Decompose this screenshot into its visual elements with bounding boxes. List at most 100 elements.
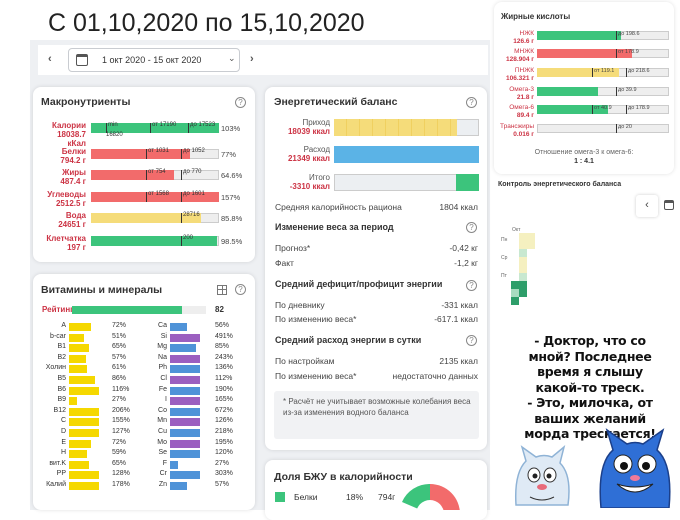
help-icon[interactable]: ? <box>466 335 477 346</box>
day-label-wed: Ср <box>501 255 508 261</box>
vitamin-name: B9 <box>57 396 66 403</box>
bju-pie-chart <box>402 484 460 510</box>
fatty-marker: от 40.9 <box>594 105 612 111</box>
vitamin-bar <box>69 323 91 331</box>
heatmap-cell <box>519 241 527 249</box>
macro-value: 794.2 г <box>60 156 86 165</box>
macro-label: Клетчатка 197 г <box>36 234 86 252</box>
fatty-name: НЖК <box>519 30 534 37</box>
vitamin-pct: 86% <box>112 375 127 382</box>
macro-marker-line <box>181 192 182 202</box>
macro-label: Калории 18038.7 кКал <box>36 121 86 148</box>
mineral-pct: 303% <box>215 470 233 477</box>
macro-name: Углеводы <box>47 190 86 199</box>
byweight2-label: По изменению веса* <box>275 371 357 381</box>
macro-label: Вода 24651 г <box>36 211 86 229</box>
next-period-button[interactable]: › <box>250 53 254 65</box>
fatty-marker: от 178.9 <box>618 49 639 55</box>
heatmap-cell <box>519 249 527 257</box>
vitamin-name: Ca <box>158 322 167 329</box>
deficit-title: Средний дефицит/профицит энергии <box>275 279 443 289</box>
mineral-name: Fe <box>158 386 167 393</box>
help-icon[interactable]: ? <box>466 280 477 291</box>
vitamin-pct: 61% <box>112 364 127 371</box>
mineral-bar <box>170 365 200 373</box>
help-icon[interactable]: ? <box>466 222 477 233</box>
fatty-bar-fill <box>537 68 619 77</box>
prev-period-button[interactable]: ‹ <box>48 53 52 65</box>
vitamin-pct: 57% <box>112 354 127 361</box>
mineral-pct: 57% <box>215 481 230 488</box>
vitamin-bar <box>69 355 86 363</box>
mineral-pct: 120% <box>215 449 233 456</box>
fatty-label: МНЖК 128.904 г <box>497 48 534 63</box>
vitamin-name: B12 <box>53 407 66 414</box>
macro-marker-line <box>150 123 151 133</box>
mineral-bar <box>170 376 200 384</box>
fatty-bar-fill <box>537 31 621 40</box>
macro-marker-line <box>106 123 107 133</box>
help-icon[interactable]: ? <box>466 97 477 108</box>
vitamin-name: Калий <box>46 481 66 488</box>
omega-ratio-label: Отношение омега-3 к омега-6: <box>534 149 634 156</box>
mineral-name: Co <box>158 407 167 414</box>
mineral-pct: 243% <box>215 354 233 361</box>
energy-value: 21349 ккал <box>287 154 330 163</box>
fatty-value: 89.4 г <box>516 111 534 119</box>
energy-title: Энергетический баланс <box>274 96 398 108</box>
fatty-name: ПНЖК <box>514 67 534 74</box>
fatty-label: Омега-3 21.8 г <box>497 86 534 101</box>
weight-change-title: Изменение веса за период <box>275 222 394 232</box>
mineral-name: Cr <box>159 470 167 477</box>
macro-value: 18038.7 <box>57 130 86 139</box>
note-box <box>274 391 479 439</box>
protein-swatch <box>275 492 285 502</box>
control-prev-button[interactable]: ‹ <box>636 195 658 217</box>
fatty-marker: до 20 <box>618 124 632 130</box>
macro-label: Белки 794.2 г <box>36 147 86 165</box>
table-icon[interactable] <box>217 285 227 295</box>
vitamin-name: B5 <box>57 375 66 382</box>
control-calendar-icon[interactable] <box>664 200 674 210</box>
macro-pct: 157% <box>221 193 241 202</box>
fatty-name: Трансжиры <box>499 123 534 130</box>
macro-marker: до 1601 <box>183 191 205 197</box>
settings-label: По настройкам <box>275 356 335 366</box>
vitamin-pct: 72% <box>112 439 127 446</box>
date-range-select[interactable]: 1 окт 2020 - 15 окт 2020 ⌄ <box>68 48 240 72</box>
energy-label: Итого -3310 ккал <box>268 173 330 191</box>
fatty-marker-line <box>616 31 617 40</box>
vitamin-bar <box>69 334 84 342</box>
macro-value: 197 г <box>67 243 86 252</box>
protein-pct: 18% <box>346 492 364 502</box>
mineral-name: Mn <box>157 417 167 424</box>
macro-name: Калории <box>51 121 86 130</box>
energy-name: Приход <box>302 118 330 127</box>
mineral-name: Mg <box>157 343 167 350</box>
spend-title: Средний расход энергии в сутки <box>275 335 422 345</box>
forecast-value: -0,42 кг <box>449 243 478 253</box>
heatmap-cell <box>511 289 519 297</box>
control-title: Контроль энергетического баланса <box>498 181 622 188</box>
help-icon[interactable]: ? <box>235 97 246 108</box>
vitamin-name: B6 <box>57 386 66 393</box>
macro-name: Белки <box>61 147 86 156</box>
mineral-pct: 27% <box>215 460 230 467</box>
avg-calorie-value: 1804 ккал <box>439 202 478 212</box>
help-icon[interactable]: ? <box>235 284 246 295</box>
diary-value: -331 ккал <box>441 300 478 310</box>
macro-unit: кКал <box>67 139 86 148</box>
month-label: Окт <box>512 227 521 233</box>
mineral-bar <box>170 461 178 469</box>
macro-pct: 98.5% <box>221 237 243 246</box>
mineral-bar <box>170 397 200 405</box>
mineral-pct: 672% <box>215 407 233 414</box>
fatty-marker: до 218.6 <box>628 68 650 74</box>
day-label-fri: Пт <box>501 273 507 279</box>
page-heading: С 01,10,2020 по 15,10,2020 <box>48 9 365 37</box>
macro-sub: 16820 <box>106 132 123 138</box>
joke-line: ваших желаний <box>534 410 646 426</box>
fatty-value: 0.016 г <box>513 130 534 138</box>
macro-marker: от 1568 <box>148 191 169 197</box>
mineral-name: Cl <box>160 375 167 382</box>
